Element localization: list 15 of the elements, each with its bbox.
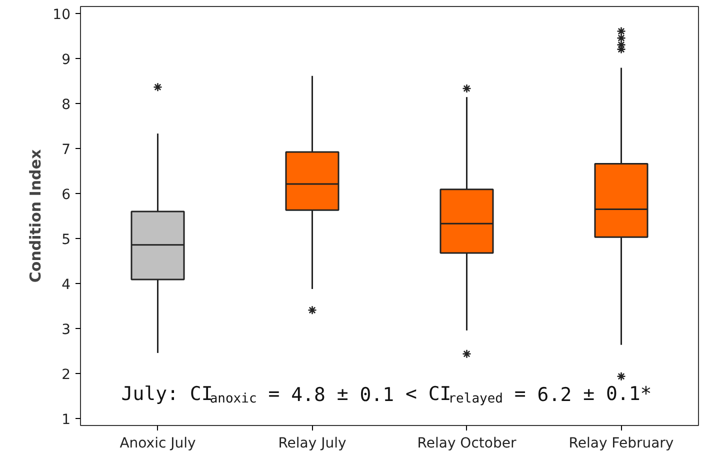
y-tick-label: 6 xyxy=(62,186,71,203)
y-tick-label: 7 xyxy=(62,142,71,158)
x-tick-label: Relay October xyxy=(417,436,516,452)
y-axis-title: Condition Index xyxy=(26,149,45,283)
y-tick-label: 10 xyxy=(52,6,71,23)
y-tick-label: 4 xyxy=(62,277,71,294)
y-tick-label: 2 xyxy=(62,367,71,384)
y-tick-label: 9 xyxy=(62,52,71,68)
y-tick-label: 3 xyxy=(62,322,71,338)
x-tick-label: Anoxic July xyxy=(120,436,196,452)
x-tick-label: Relay July xyxy=(278,436,346,452)
y-tick-label: 1 xyxy=(62,412,71,428)
y-tick-label: 8 xyxy=(62,96,71,113)
y-tick-label: 5 xyxy=(62,232,71,248)
x-tick-label: Relay February xyxy=(568,436,674,452)
